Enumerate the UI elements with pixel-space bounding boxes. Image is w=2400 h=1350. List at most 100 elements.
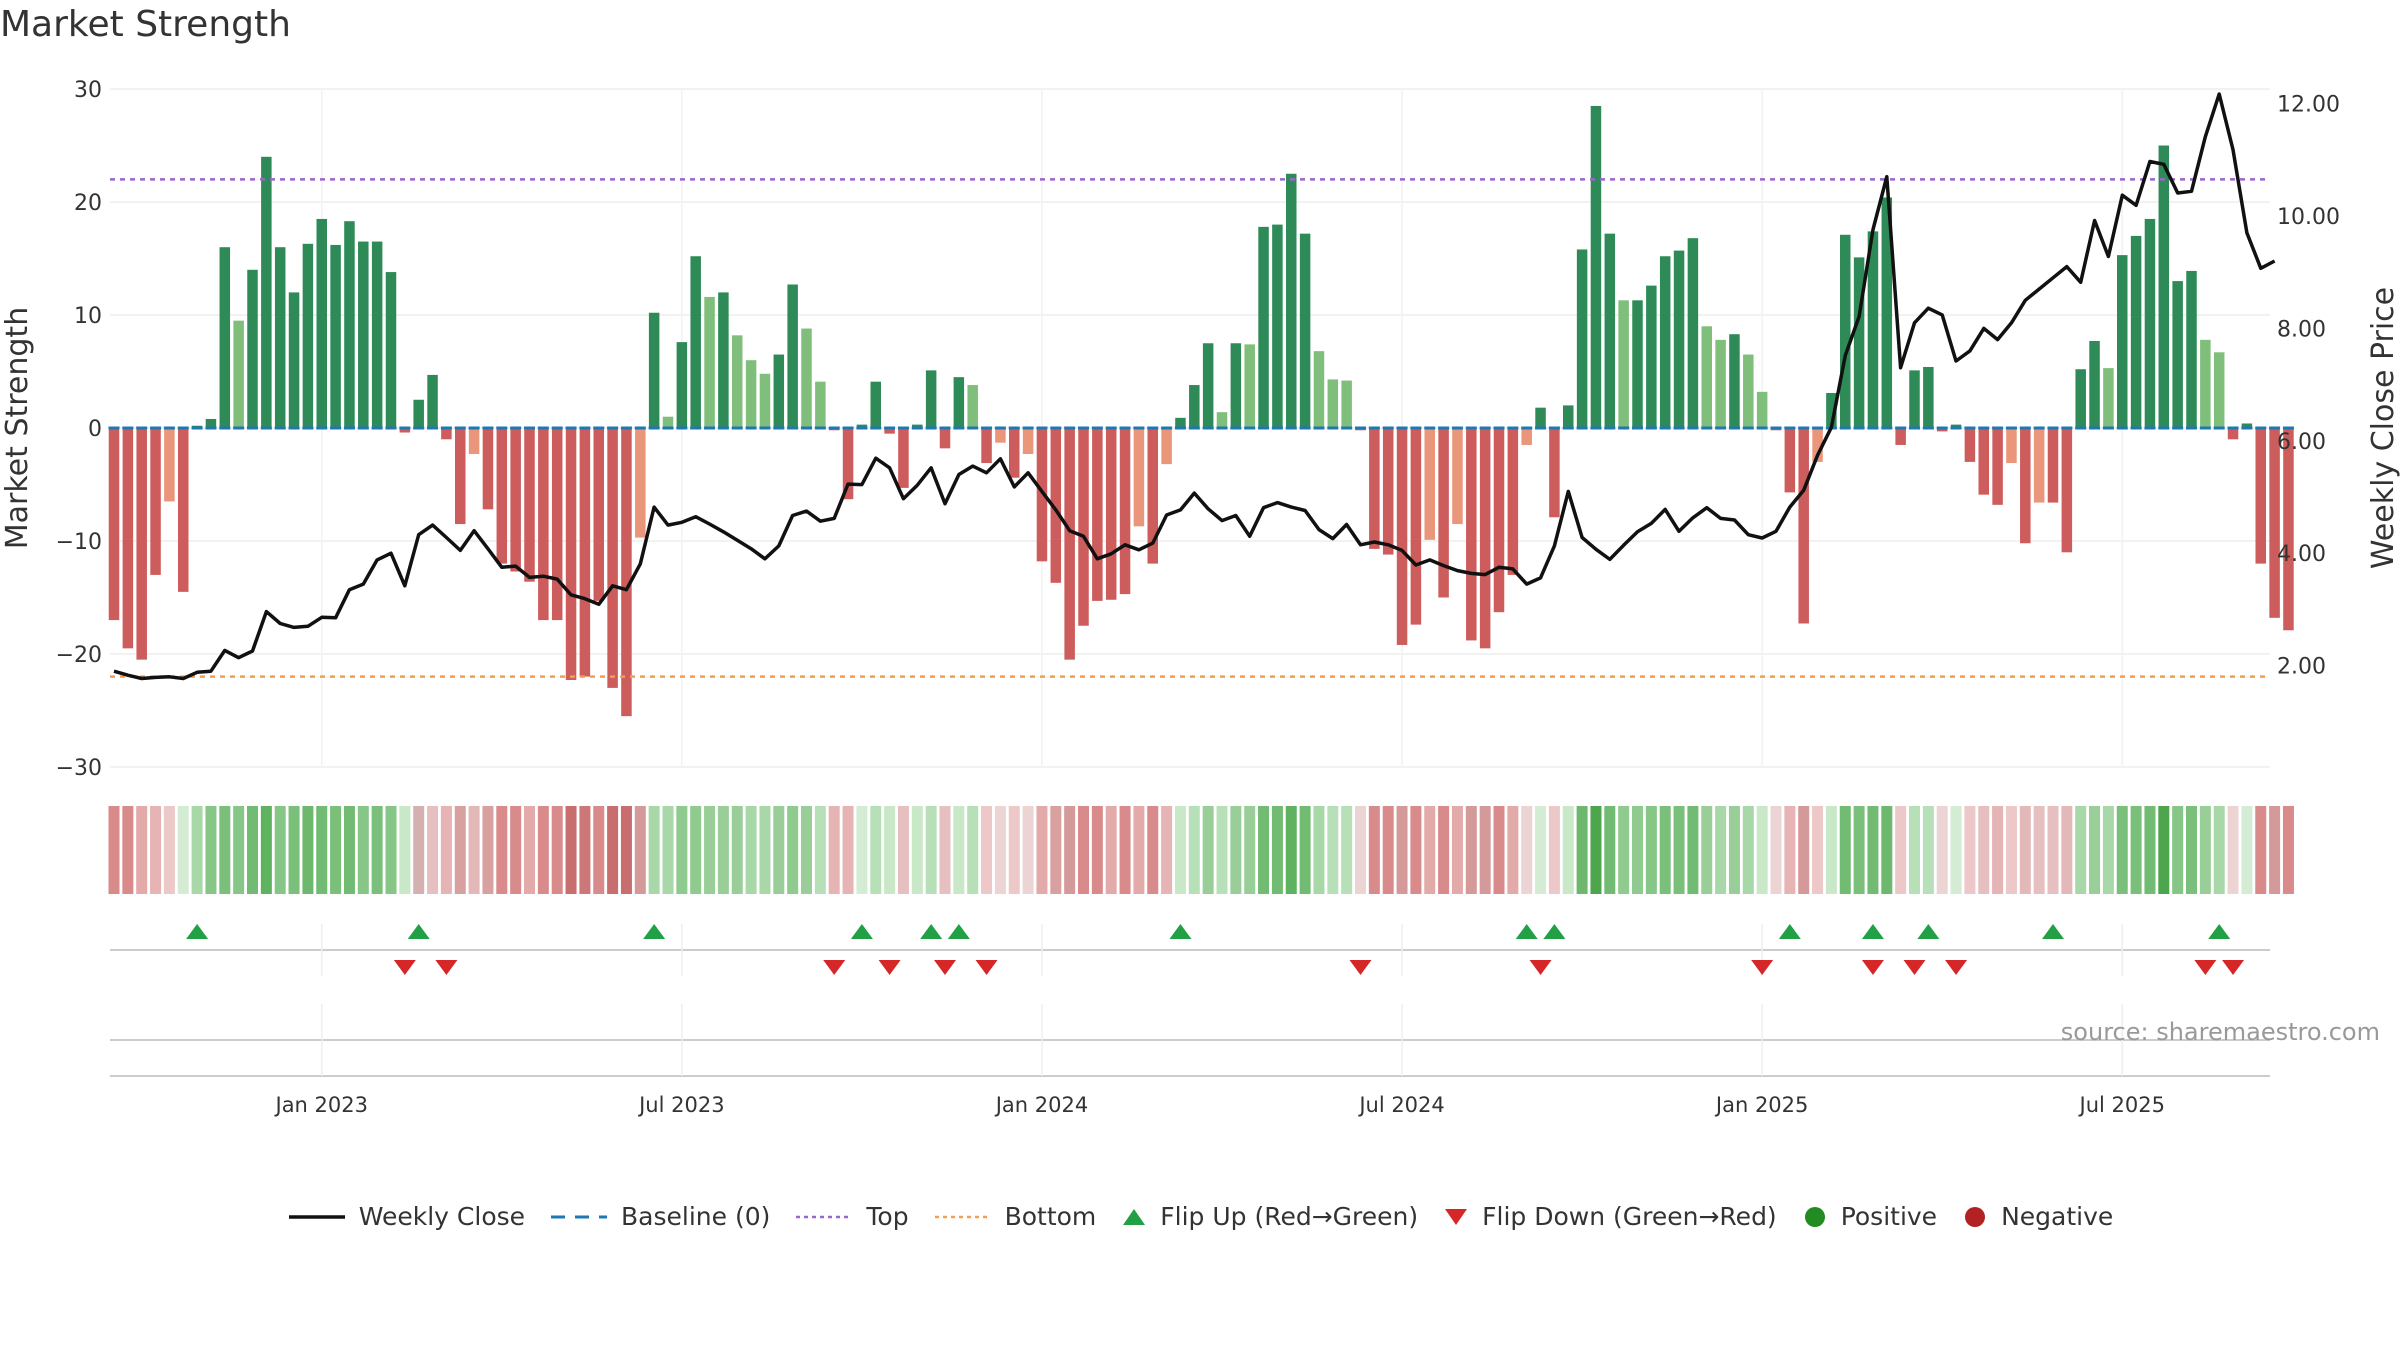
strength-bar [1756,391,1768,428]
flip-up-marker [1917,924,1940,939]
strength-bar [2255,428,2266,564]
legend-top[interactable]: Top [794,1202,909,1231]
strength-bar [302,243,314,428]
strength-bar [1424,428,1435,540]
line-dotted-orange-icon [934,1215,991,1218]
strip-cell [205,806,217,894]
strip-cell [1078,806,1089,894]
strip-cell [2227,806,2239,894]
strip-cell [427,806,439,894]
strength-bar [371,241,383,428]
strip-cell [2269,806,2281,894]
strip-cell [1825,806,1837,894]
strip-cell [1133,806,1145,894]
strip-cell [704,806,716,894]
strength-bar [676,342,688,428]
strength-bar [2006,428,2017,464]
strength-bar [1272,224,1283,428]
strength-bar [1341,380,1352,428]
strip-cell [2186,806,2197,894]
strength-bar [1673,250,1685,428]
strength-bar [773,354,785,428]
strength-bar [1078,428,1089,626]
strip-cell [1216,806,1228,894]
strip-cell [1424,806,1436,894]
strength-bar [1895,428,1906,445]
strip-cell [1950,806,1962,894]
strip-cell [2172,806,2184,894]
left-tick-label: −10 [56,530,102,555]
strength-bar [1133,428,1145,527]
strength-bar [1618,300,1629,428]
right-tick-label: 10.00 [2277,205,2340,230]
strip-cell [1188,806,1200,894]
legend-flip-up[interactable]: Flip Up (Red→Green) [1120,1202,1418,1231]
left-tick-label: −20 [56,643,102,668]
strip-cell [1244,806,1256,894]
strip-cell [1812,806,1824,894]
strip-cell [551,806,563,894]
strip-cell [1105,806,1117,894]
strip-cell [274,806,286,894]
right-tick-label: 2.00 [2277,655,2326,680]
strength-bar [1327,379,1339,428]
strength-bar [1230,343,1242,428]
strip-cell [2158,806,2170,894]
strip-cell [607,806,619,894]
reference-lines [110,178,2270,678]
left-axis-ticks: 30 20 10 0 −10 −20 −30 [56,78,102,781]
strip-cell [1673,806,1685,894]
page-title: Market Strength [0,4,291,45]
strength-bar [898,428,909,488]
strength-bar [385,272,397,428]
legend-weekly-close[interactable]: Weekly Close [287,1202,525,1231]
legend-baseline[interactable]: Baseline (0) [549,1202,770,1231]
x-tick-label: Jan 2024 [994,1093,1089,1117]
strip-cell [1410,806,1422,894]
legend-negative[interactable]: Negative [1961,1202,2113,1231]
strength-bar [953,377,965,428]
flip-up-marker [2208,924,2231,939]
strength-bar [496,428,508,564]
strength-bar [2103,368,2114,428]
strength-bar [1521,428,1532,445]
strip-cell [2047,806,2059,894]
strip-cell [1299,806,1311,894]
strip-cell [122,806,134,894]
legend-label: Flip Up (Red→Green) [1160,1202,1419,1231]
legend-positive[interactable]: Positive [1801,1202,1937,1231]
strength-bar [981,428,992,464]
strength-bar [718,292,729,428]
strength-bar [274,247,286,428]
strength-bar [1812,428,1823,462]
strength-bar [1867,231,1879,428]
strength-bar [1729,334,1740,428]
strength-bar [1189,385,1200,428]
strength-bar [2061,428,2073,553]
legend-bottom[interactable]: Bottom [933,1202,1096,1231]
strength-bar [1009,428,1020,478]
strength-bar [842,428,854,500]
legend-flip-down[interactable]: Flip Down (Green→Red) [1442,1202,1777,1231]
right-tick-label: 6.00 [2277,430,2326,455]
strip-cell [150,806,162,894]
strip-cell [1202,806,1214,894]
strip-cell [260,806,272,894]
x-axis-ticks: Jan 2023 Jul 2023 Jan 2024 Jul 2024 Jan 2025… [274,1093,2165,1117]
strength-bar [1853,257,1865,428]
flip-up-marker [2042,924,2064,939]
legend-label: Top [866,1202,909,1231]
strength-bar [2075,369,2086,428]
strength-bar [1313,351,1325,428]
strip-cell [1715,806,1727,894]
strength-bar [1161,428,1172,465]
strip-cell [1562,806,1574,894]
legend-label: Weekly Close [358,1202,526,1231]
strip-cell [1992,806,2004,894]
strength-bar [607,428,618,688]
flip-down-marker [393,960,416,975]
strip-cell [565,806,577,894]
strip-cell [482,806,494,894]
strip-cell [1853,806,1865,894]
strength-bar [1493,428,1505,613]
